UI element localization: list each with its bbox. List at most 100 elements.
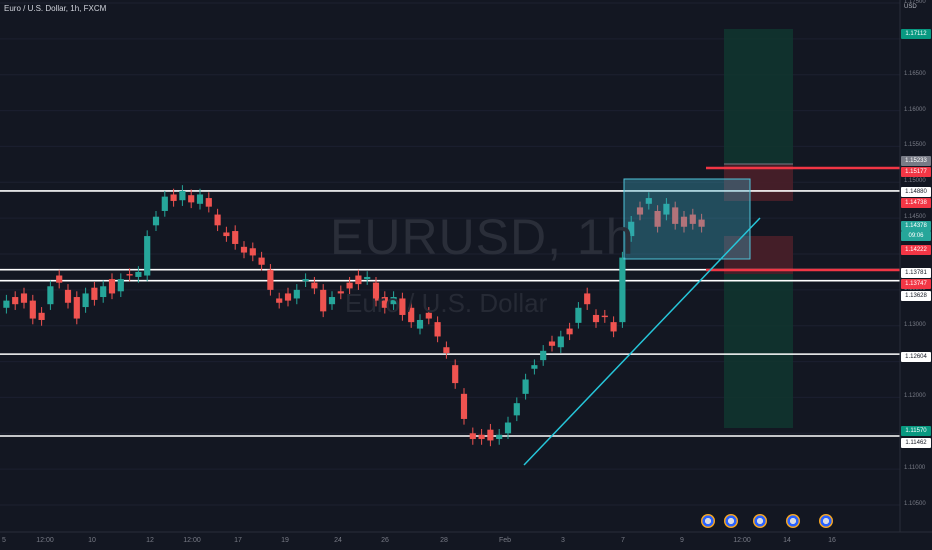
candle-down	[170, 194, 177, 201]
candle-down	[584, 293, 591, 305]
time-tick-label: 9	[680, 537, 684, 544]
candle-up	[513, 403, 520, 416]
candle-down	[636, 207, 644, 215]
long-stop-zone	[724, 164, 793, 201]
consolidation-box[interactable]	[623, 178, 751, 260]
candle-down	[29, 300, 36, 319]
price-tick-label: 1.15500	[904, 142, 926, 149]
time-tick-label: 12:00	[36, 537, 54, 544]
candle-up	[575, 307, 582, 323]
candle-up	[557, 336, 564, 348]
candle-down	[258, 257, 265, 265]
candle-down	[276, 298, 283, 303]
candle-down	[320, 289, 327, 312]
candle-up	[540, 350, 547, 361]
candle-down	[311, 282, 318, 289]
candle-up	[3, 300, 10, 308]
candle-up	[496, 434, 503, 440]
candle-down	[240, 246, 248, 253]
price-badge: 1.11462	[901, 438, 931, 448]
candle-up	[504, 422, 512, 434]
candle-up	[531, 365, 538, 369]
price-badge: 1.15233	[901, 156, 931, 166]
time-tick-label: 17	[234, 537, 242, 544]
currency-label: USD	[904, 4, 917, 10]
candle-down	[232, 231, 239, 244]
time-tick-label: 26	[381, 537, 389, 544]
candle-down	[346, 282, 353, 289]
candle-down	[20, 293, 28, 303]
candle-down	[214, 214, 221, 226]
price-badge: 1.15177	[901, 167, 931, 177]
candle-down	[548, 341, 556, 346]
candle-down	[188, 195, 195, 203]
candle-down	[381, 297, 388, 308]
price-tick-label: 1.16000	[904, 106, 926, 113]
candle-down	[487, 429, 494, 441]
candle-down	[126, 274, 133, 276]
event-flag-icon[interactable]	[819, 514, 833, 528]
price-badge: 1.13781	[901, 268, 931, 278]
symbol-header[interactable]: Euro / U.S. Dollar, 1h, FXCM	[4, 4, 107, 13]
candle-down	[434, 322, 441, 337]
price-tick-label: 1.16500	[904, 70, 926, 77]
candle-up	[152, 216, 160, 226]
candle-up	[645, 198, 652, 204]
price-badge: 09:06	[901, 231, 931, 241]
candle-up	[390, 297, 397, 305]
event-flag-icon[interactable]	[701, 514, 715, 528]
candle-up	[100, 286, 107, 298]
candle-up	[196, 194, 204, 204]
candle-down	[592, 314, 600, 323]
candle-down	[223, 232, 230, 237]
time-tick-label: 24	[334, 537, 342, 544]
event-flag-icon[interactable]	[724, 514, 738, 528]
candle-down	[73, 297, 80, 319]
trendline[interactable]	[523, 217, 761, 466]
watermark-name: Euro / U.S. Dollar	[345, 288, 548, 318]
price-tick-label: 1.14500	[904, 214, 926, 221]
candle-down	[469, 433, 476, 440]
price-tick-label: 1.10500	[904, 501, 926, 507]
candle-down	[267, 269, 274, 290]
candle-up	[619, 257, 626, 323]
candle-down	[689, 214, 696, 224]
event-flag-icon[interactable]	[786, 514, 800, 528]
time-tick-label: 3	[561, 537, 565, 544]
candle-up	[663, 203, 670, 215]
candle-up	[117, 279, 124, 292]
event-flag-icon[interactable]	[753, 514, 767, 528]
candle-down	[64, 289, 72, 303]
candle-down	[601, 315, 608, 318]
candle-down	[372, 282, 380, 301]
price-tick-label: 1.12000	[904, 393, 926, 400]
price-tick-label: 1.17500	[904, 0, 926, 5]
time-tick-label: 12:00	[733, 537, 751, 544]
candle-down	[249, 248, 256, 256]
time-tick-label: 12	[146, 537, 154, 544]
time-tick-label: 5	[2, 537, 6, 544]
candle-down	[284, 293, 292, 301]
candle-up	[161, 196, 168, 211]
candle-down	[399, 298, 406, 315]
candle-up	[144, 236, 151, 276]
candle-down	[408, 307, 415, 323]
candle-down	[205, 198, 212, 207]
price-badge: 1.13628	[901, 291, 931, 301]
candle-up	[82, 293, 89, 308]
price-badge: 1.14222	[901, 245, 931, 255]
candle-up	[416, 319, 424, 329]
time-tick-label: 16	[828, 537, 836, 544]
price-badge: 1.17112	[901, 29, 931, 39]
candle-down	[91, 287, 98, 300]
candle-down	[654, 210, 661, 227]
candle-down	[337, 291, 344, 294]
candle-up	[293, 289, 300, 299]
price-badge: 1.14738	[901, 198, 931, 208]
price-badge: 1.14378	[901, 221, 931, 231]
candle-down	[452, 365, 459, 384]
candle-down	[355, 275, 362, 285]
price-badge: 1.14880	[901, 187, 931, 197]
candle-down	[610, 322, 617, 332]
